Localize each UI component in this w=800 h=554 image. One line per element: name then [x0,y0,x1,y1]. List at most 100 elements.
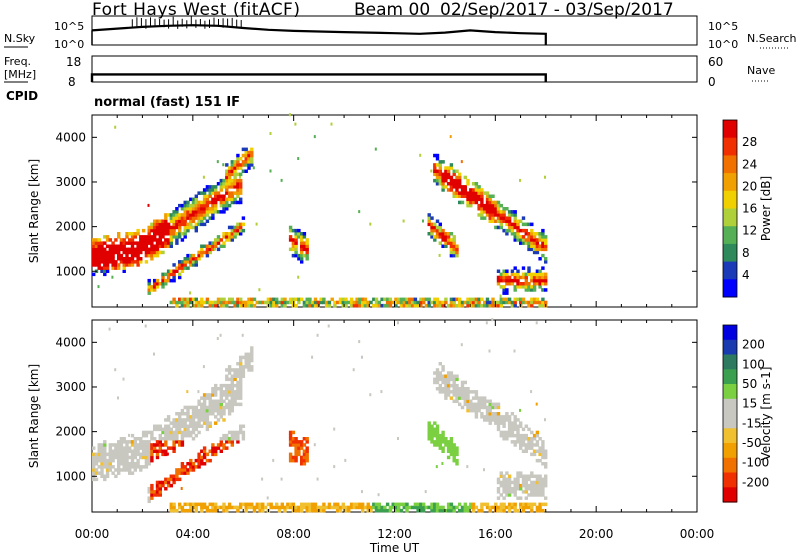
power-cell [205,207,210,211]
power-cell [147,282,151,286]
power-cell [225,178,229,183]
power-cell [153,244,157,248]
velocity-cell [227,440,232,444]
velocity-cell [219,399,223,403]
velocity-cell [122,377,125,381]
power-cell [444,178,448,183]
velocity-cell [300,502,304,507]
power-cell [183,207,187,211]
velocity-cell [222,437,226,441]
power-cell [480,297,484,302]
power-cell [164,228,168,233]
velocity-cell [266,502,271,507]
noise-left-tick-low: 10^0 [54,38,84,51]
power-cell [183,266,187,270]
power-cell [155,219,160,223]
velocity-cell [538,446,542,450]
velocity-cell [97,455,101,460]
velocity-cell [300,458,304,463]
power-cell [469,303,473,308]
power-cell [125,253,129,258]
power-cell [485,297,490,302]
power-cell [150,235,154,239]
velocity-cell [133,455,137,460]
power-cell [225,172,229,177]
power-cell [341,297,345,302]
power-cell [125,257,129,261]
velocity-cell [230,408,234,413]
velocity-cell [358,340,361,344]
power-cell [452,191,456,195]
power-cell [394,297,398,302]
velocity-cell [194,458,198,463]
power-cell [527,241,531,245]
velocity-cell [510,421,515,425]
velocity-cell [130,443,135,447]
velocity-cell [225,383,229,388]
velocity-cell [530,487,534,491]
power-cell [405,300,409,305]
velocity-cell [153,493,157,497]
velocity-cell [216,402,221,407]
velocity-cell [150,433,154,438]
velocity-cell [530,483,534,488]
velocity-cell [225,505,229,510]
velocity-cell [419,502,423,507]
power-cell [516,282,520,286]
power-cell [541,238,545,242]
velocity-cell [92,458,96,463]
velocity-cell [521,483,526,488]
velocity-cell [230,430,234,435]
velocity-cell [161,452,165,457]
power-cell [480,213,484,217]
power-colorbar-segment [723,173,737,192]
power-cell [191,203,196,208]
power-cell [538,235,542,239]
velocity-cell [175,474,179,478]
power-cell [197,213,201,217]
velocity-cell [205,396,210,400]
velocity-cell [128,468,132,472]
power-cell [236,222,240,227]
velocity-cell [496,424,501,428]
power-cell [136,263,140,267]
power-cell [544,275,548,280]
power-cell [507,222,512,227]
velocity-cell [505,483,509,488]
power-cell [474,191,479,195]
velocity-cell [535,321,538,325]
velocity-cell [133,449,137,453]
velocity-cell [108,452,112,457]
power-cell [186,300,190,305]
power-cell [480,200,484,205]
power-cell [441,160,445,164]
power-cell [521,266,526,270]
velocity-cell [507,424,512,428]
power-cell [480,210,484,214]
velocity-cell [485,415,490,419]
power-cell [178,275,182,280]
velocity-cell [471,402,476,407]
velocity-cell [499,415,503,419]
power-cell [449,182,454,186]
velocity-cell [513,433,517,438]
power-cell [205,253,210,258]
power-cell [505,278,509,283]
power-cell [438,253,441,257]
power-cell [294,232,298,236]
velocity-cell [100,471,104,475]
velocity-cell [521,490,526,494]
power-cell [136,232,140,236]
power-cell [449,247,454,252]
velocity-cell [438,377,442,382]
power-cell [294,244,298,248]
power-cell [166,244,171,248]
power-cell [288,297,293,302]
velocity-cell [233,390,237,394]
velocity-cell [441,505,445,510]
velocity-cell [128,440,132,444]
velocity-cell [166,433,171,438]
velocity-cell [117,455,121,460]
power-cell [455,169,459,173]
velocity-cell [507,508,512,513]
